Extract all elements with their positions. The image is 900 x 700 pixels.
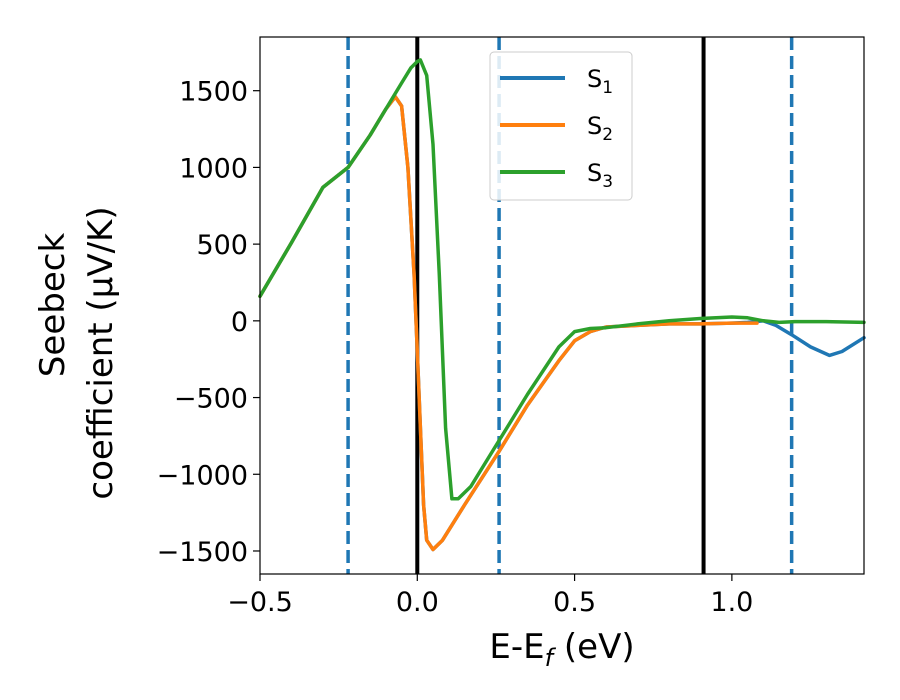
x-tick-label: 0.5 [553, 587, 596, 618]
y-tick-label: 1000 [179, 153, 248, 184]
legend-label-s1: S1 [587, 65, 613, 98]
reference-lines [346, 37, 794, 574]
x-tick-label: 0.0 [396, 587, 439, 618]
y-tick-label: −500 [174, 384, 248, 415]
legend: S1 S2 S3 [489, 51, 633, 201]
x-axis-label: E-Ef (eV) [489, 627, 634, 672]
y-tick-label: 500 [196, 230, 248, 261]
y-axis-label-line2: coefficient (μV/K) [81, 206, 121, 499]
y-axis-ticks: 1500 1000 500 0 −500 −1000 −1500 [157, 77, 260, 568]
x-axis-label-unit: (eV) [553, 627, 635, 667]
x-tick-label: 1.0 [710, 587, 753, 618]
series-line-s3 [258, 58, 866, 501]
y-tick-label: 1500 [179, 77, 248, 108]
y-axis-label-line1: Seebeck [33, 233, 73, 378]
series-lines [258, 58, 866, 552]
plot-frame [259, 36, 865, 575]
legend-label-s3: S3 [587, 159, 613, 192]
y-tick-label: 0 [231, 307, 248, 338]
y-tick-label: −1500 [157, 537, 248, 568]
x-axis-ticks: −0.5 0.0 0.5 1.0 [227, 574, 753, 618]
legend-label-s2: S2 [587, 112, 613, 145]
x-axis-label-main: E-E [489, 627, 544, 667]
x-tick-label: −0.5 [227, 587, 293, 618]
y-tick-label: −1000 [157, 460, 248, 491]
